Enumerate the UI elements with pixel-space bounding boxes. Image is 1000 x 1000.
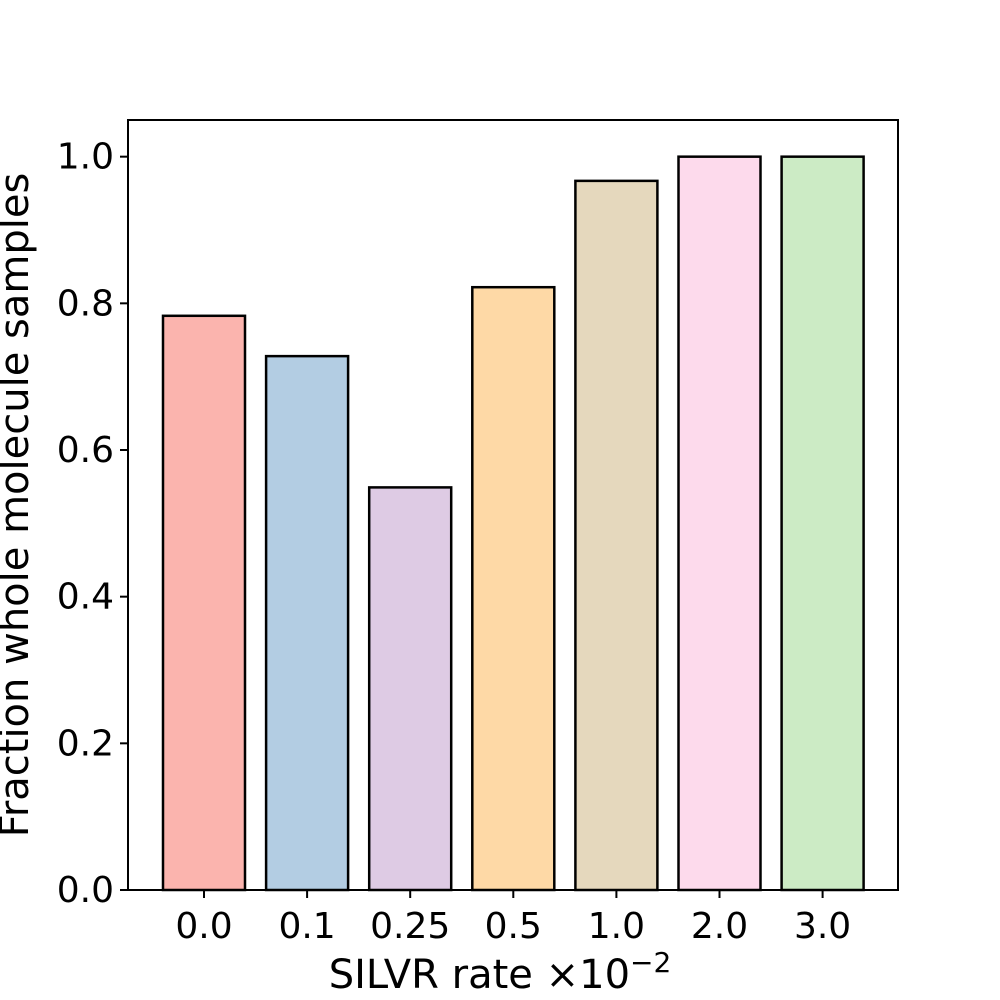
y-axis-label: Fraction whole molecule samples: [0, 173, 38, 838]
x-tick-label: 0.5: [485, 906, 542, 947]
x-tick-label: 0.25: [370, 906, 450, 947]
bar-0.1: [266, 356, 348, 890]
x-tick-label: 2.0: [691, 906, 748, 947]
x-tick-label: 3.0: [794, 906, 851, 947]
bar-0.5: [472, 287, 554, 890]
y-tick-label: 1.0: [57, 137, 114, 178]
x-axis-label: SILVR rate ×10−2: [329, 946, 672, 998]
bar-0.25: [369, 487, 451, 890]
x-tick-label: 0.0: [175, 906, 232, 947]
bars-group: [163, 157, 864, 890]
y-tick-label: 0.0: [57, 870, 114, 911]
x-tick-label: 1.0: [588, 906, 645, 947]
y-tick-label: 0.2: [57, 723, 114, 764]
y-tick-label: 0.6: [57, 430, 114, 471]
bar-2.0: [679, 157, 761, 890]
y-axis-ticks: 0.0 0.2 0.4 0.6 0.8 1.0: [57, 137, 128, 911]
x-axis-ticks: 0.0 0.1 0.25 0.5 1.0 2.0 3.0: [175, 890, 851, 947]
bar-3.0: [782, 157, 864, 890]
bar-1.0: [575, 181, 657, 890]
x-tick-label: 0.1: [278, 906, 335, 947]
y-tick-label: 0.8: [57, 283, 114, 324]
bar-0.0: [163, 316, 245, 890]
y-tick-label: 0.4: [57, 577, 114, 618]
